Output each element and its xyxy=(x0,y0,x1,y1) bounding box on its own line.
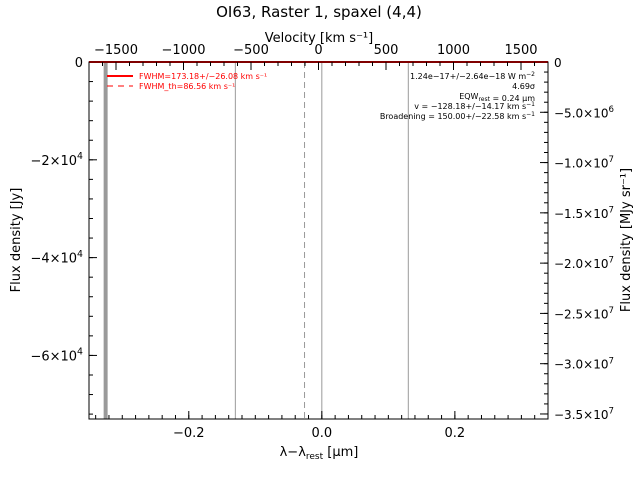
top-tick-label-0: −1500 xyxy=(94,43,138,58)
y2-tick-label-0: 0 xyxy=(554,56,562,70)
y-tick-label-0: 0 xyxy=(75,56,83,71)
axis-ticks: −0.2 0.0 0.2 −1500 −1000 −500 0 500 1000 1500 0 −2×… xyxy=(30,43,614,441)
top-tick-label-4: 500 xyxy=(374,43,399,58)
y2-tick-label-2: −1.0×107 xyxy=(554,155,614,170)
annotation-0: 1.24e−17+/−2.64e−18 W m−2 xyxy=(410,71,535,81)
y2-tick-label-1: −5.0×106 xyxy=(554,105,614,120)
x-axis-label-main: λ−λ xyxy=(280,445,307,460)
top-axis-label: Velocity [km s⁻¹] xyxy=(265,31,373,46)
legend: FWHM=173.18+/−26.08 km s⁻¹FWHM_th=86.56 … xyxy=(107,72,267,91)
y2-tick-label-3: −1.5×107 xyxy=(554,205,614,220)
top-tick-label-6: 1500 xyxy=(504,43,537,58)
x-tick-label-1: 0.0 xyxy=(311,426,332,441)
top-tick-label-2: −500 xyxy=(233,43,269,58)
vertical-markers xyxy=(103,62,409,419)
y-tick-label-2: −4×104 xyxy=(30,249,83,267)
x-axis-label-unit: [μm] xyxy=(323,445,358,460)
annotation-1: 4.69σ xyxy=(512,82,535,91)
x-tick-label-0: −0.2 xyxy=(173,426,205,441)
chart-title: OI63, Raster 1, spaxel (4,4) xyxy=(216,3,422,21)
x-axis-label-sub: rest xyxy=(306,452,324,462)
x-axis-label: λ−λrest [μm] xyxy=(280,445,359,462)
annotation-4: Broadening = 150.00+/−22.58 km s−1 xyxy=(380,111,535,121)
top-tick-label-3: 0 xyxy=(314,43,322,58)
legend-label-0: FWHM=173.18+/−26.08 km s⁻¹ xyxy=(139,72,267,81)
top-tick-label-5: 1000 xyxy=(437,43,470,58)
annotation-3: v = −128.18+/−14.17 km s−1 xyxy=(414,101,535,111)
annotation-2: EQWrest = 0.24 μm xyxy=(459,92,535,103)
legend-label-1: FWHM_th=86.56 km s⁻¹ xyxy=(139,82,235,91)
y-tick-label-1: −2×104 xyxy=(30,151,83,169)
plot-frame xyxy=(88,61,549,420)
left-axis-label: Flux density [Jy] xyxy=(9,188,24,293)
y2-tick-label-7: −3.5×107 xyxy=(554,407,614,422)
top-tick-label-1: −1000 xyxy=(162,43,206,58)
y-tick-label-3: −6×104 xyxy=(30,347,83,365)
y2-tick-label-4: −2.0×107 xyxy=(554,256,614,271)
y2-tick-label-6: −3.0×107 xyxy=(554,356,614,371)
y2-tick-label-5: −2.5×107 xyxy=(554,306,614,321)
x-tick-label-2: 0.2 xyxy=(445,426,466,441)
right-axis-label: Flux density [MJy sr⁻¹] xyxy=(619,168,634,312)
